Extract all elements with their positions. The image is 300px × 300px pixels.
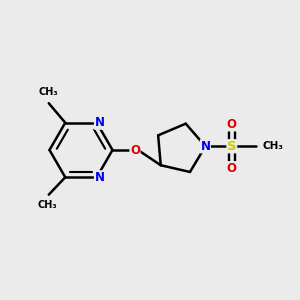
Text: CH₃: CH₃ xyxy=(38,200,57,210)
Text: O: O xyxy=(130,143,140,157)
Text: S: S xyxy=(227,140,237,153)
Text: O: O xyxy=(227,118,237,131)
Text: O: O xyxy=(227,162,237,175)
Text: N: N xyxy=(94,171,104,184)
Text: N: N xyxy=(200,140,210,153)
Text: CH₃: CH₃ xyxy=(39,87,58,97)
Text: CH₃: CH₃ xyxy=(262,141,284,151)
Text: N: N xyxy=(94,116,104,129)
